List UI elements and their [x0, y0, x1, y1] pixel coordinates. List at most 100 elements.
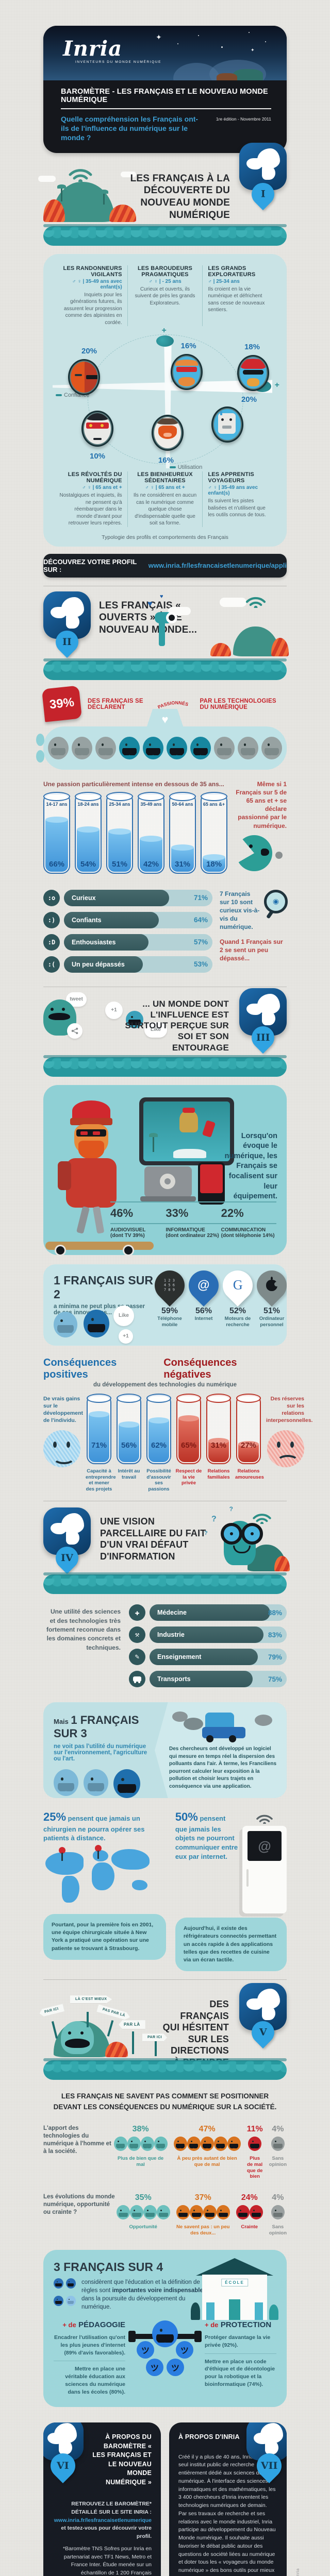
water-band-5 [43, 2058, 287, 2080]
tube-fill [178, 1415, 199, 1462]
group-mal: 11% Plus de mal que de bien [247, 2125, 263, 2180]
ages-note: Une passion particulièrement intense en … [43, 780, 224, 788]
smartphone-icon [198, 1162, 225, 1205]
heart-icon: ♥ [160, 593, 163, 600]
section-6-icon: VI [43, 2422, 84, 2484]
profile-name: LES RÉVOLTÉS DU NUMÉRIQUE [68, 471, 122, 484]
skateboard [45, 1241, 154, 1255]
equipment-text: Lorsqu'on évoque le numérique, les Franç… [224, 1131, 277, 1201]
laptop-logo-hole [164, 1178, 171, 1184]
water-band-2 [43, 658, 287, 680]
share-icon [71, 1027, 78, 1034]
feelings-bars: :o Curieux 71% :) Confiants 64% :D Enthous… [43, 889, 212, 978]
section-6-numeral: VI [57, 2460, 69, 2472]
tube-label: 65 ans &+ [203, 801, 225, 807]
group-pct: 4% [272, 2193, 284, 2202]
svg-text:PASSIONNÉS: PASSIONNÉS [157, 700, 189, 710]
connected-fridge: @ [242, 1826, 287, 1914]
continent-south-america [62, 1875, 79, 1903]
periscope-illustration: ♥ ♥ [147, 594, 289, 656]
bar-pct: 83% [268, 1631, 282, 1639]
section-1-pin: I [246, 178, 279, 210]
bar-pct: 64% [193, 916, 208, 924]
pin-label: Téléphone mobile [157, 1315, 182, 1328]
plus-one-text: +1 [123, 1333, 129, 1340]
group-label: À peu près autant de bien que de mal [177, 2155, 237, 2167]
compass-dashed-circle [88, 334, 243, 465]
ages-right: Même si 1 Français sur 5 de 65 ans et + … [235, 780, 287, 878]
citizen-face-passionate [119, 736, 140, 759]
stat-pct: 22% [221, 1206, 244, 1219]
ages-tubes: 14-17 ans 66% 18-24 ans 54% 25-34 ans 51% 3… [43, 791, 227, 874]
bar-track: Un peu dépassés 53% [64, 956, 212, 973]
submarine-propeller [36, 733, 45, 762]
header-sky: ✦ ✦ Inria INVENTEURS DU MONDE NUMÉRIQUE [43, 26, 287, 80]
neg-tube: 65% [176, 1393, 201, 1464]
pollution-text: Des chercheurs ont développé un logiciel… [169, 1746, 277, 1789]
section-1-title: LES FRANÇAIS À LA DÉCOUVERTE DU NOUVEAU … [130, 173, 230, 221]
signposts-illustration: PAR ICI LÀ C'EST MIEUX PAS PAR LÀ PAR LÀ… [43, 1988, 167, 2058]
tube-pct: 42% [143, 859, 159, 869]
emoticon-sad: :( [43, 956, 60, 973]
avatar-face [83, 412, 112, 446]
avatar-helmet [241, 359, 266, 369]
school-roof [196, 2258, 273, 2276]
share-bubble [67, 1023, 82, 1039]
opinion-groups: 38% Plus de bien que de mal 47% À peu pr… [113, 2124, 287, 2180]
curious-note: 7 Français sur 10 sont curieux vis-à-vis… [220, 890, 260, 931]
section-5-numeral: V [259, 2027, 267, 2039]
explorer-leg [92, 1206, 105, 1234]
laptop-logo [160, 1173, 175, 1189]
continent-africa [92, 1862, 114, 1890]
avatar-sunglasses [243, 370, 263, 375]
innovation-mobile: 1 2 3 4 5 6 7 8 9 59% Téléphone mobile [148, 1264, 191, 1328]
skateboard-wheel [123, 1244, 134, 1255]
like-bubble: Like [144, 1022, 167, 1038]
axis-plus-right: + [274, 381, 279, 390]
axis-y-text: Utilisation [177, 464, 203, 471]
group-label: Crainte [241, 2224, 258, 2230]
citizen-face [54, 1769, 78, 1797]
bird-tail-icon [59, 2440, 72, 2455]
section-3-pin: III [246, 1021, 279, 1054]
neg-tube: 31% [206, 1393, 231, 1464]
profile-meta: ♂ | 25-34 ans [208, 278, 240, 284]
protection-col: + de PROTECTION Protéger davantage la vi… [205, 2320, 276, 2388]
tube-label: Possibilité d'assouvir ses passions [146, 1468, 171, 1493]
group-ne-savent-pas: 37% Ne savent pas : un peu des deux... [176, 2193, 230, 2236]
discover-link[interactable]: www.inria.fr/lesfrancaisetlenumerique/ap… [148, 562, 287, 570]
tube-pct: 71% [91, 1440, 107, 1450]
typology-compass: + + Confiance Utilisation 20% 16% [53, 326, 279, 471]
fridge-screen: @ [248, 1831, 282, 1861]
group-pct: 47% [199, 2124, 216, 2133]
thin-divider [205, 2353, 276, 2354]
ages-block: Une passion particulièrement intense en … [43, 780, 287, 878]
bar-track: Industrie 83% [150, 1626, 287, 1643]
citizen-face [72, 736, 92, 759]
tube-pct: 54% [80, 859, 96, 869]
pos-tube: 62% [146, 1393, 171, 1464]
car-wheel [229, 1735, 236, 1743]
divider [43, 1979, 287, 1980]
bar-fill: Un peu dépassés [64, 956, 143, 973]
tube-pct: 51% [111, 859, 128, 869]
citizen-face-passionate [143, 736, 163, 759]
utility-note: Une utilité des sciences et des technolo… [46, 1608, 121, 1651]
bird-tail-icon [262, 1010, 275, 1025]
avatar-eyebrow [75, 374, 82, 377]
surgeon-col: 25% pensent que jamais un chirurgien ne … [43, 1809, 166, 1971]
opinion-row-1: L'apport des technologies du numérique à… [43, 2125, 287, 2180]
section-4-header: IV UNE VISION PARCELLAIRE DU FAIT D'UN V… [43, 1505, 290, 1574]
avatar-explorateur [237, 355, 269, 392]
one-in-three-prefix: Mais [54, 1718, 69, 1726]
utility-row: ✎ Enseignement 79% [129, 1649, 287, 1666]
baro-link[interactable]: www.inria.fr/lesfrancaisetlenumerique [54, 2517, 152, 2523]
ages-aside: Même si 1 Français sur 5 de 65 ans et + … [236, 780, 287, 829]
whale-eye [230, 1532, 233, 1536]
tube-label: 35-49 ans [140, 801, 162, 807]
baro-line3: et testez-vous pour découvrir votre prof… [61, 2525, 152, 2540]
whale-glasses-right [241, 1523, 263, 1545]
stat-label: INFORMATIQUE [166, 1227, 205, 1233]
passion-text-before: DES FRANÇAIS SE DÉCLARENT [88, 698, 143, 710]
tree [191, 2302, 200, 2320]
